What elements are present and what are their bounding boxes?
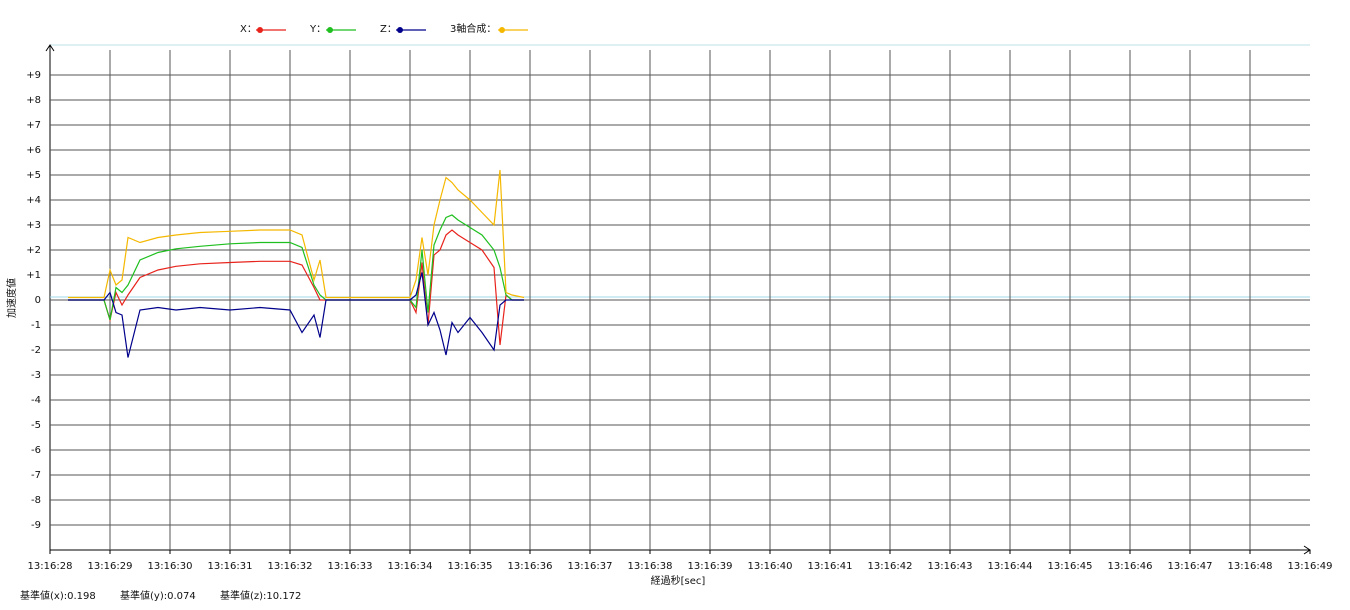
x-tick-label: 13:16:47 xyxy=(1168,561,1213,572)
y-tick-label: -2 xyxy=(31,345,41,356)
x-tick-label: 13:16:32 xyxy=(268,561,313,572)
x-tick-label: 13:16:35 xyxy=(448,561,493,572)
y-tick-label: +8 xyxy=(26,95,41,106)
x-tick-label: 13:16:34 xyxy=(388,561,433,572)
y-tick-label: +1 xyxy=(26,270,41,281)
footer-text: 基準値(z):10.172 xyxy=(220,589,301,602)
y-axis-label: 加速度値 xyxy=(5,278,18,318)
y-tick-label: +6 xyxy=(26,145,41,156)
y-tick-label: -8 xyxy=(31,495,41,506)
x-tick-label: 13:16:39 xyxy=(688,561,733,572)
y-tick-label: -5 xyxy=(31,420,41,431)
x-tick-label: 13:16:49 xyxy=(1288,561,1333,572)
y-tick-label: -4 xyxy=(31,395,41,406)
y-tick-label: -7 xyxy=(31,470,41,481)
legend-swatch-dot xyxy=(499,27,505,33)
y-tick-label: +3 xyxy=(26,220,41,231)
footer-text: 基準値(y):0.074 xyxy=(120,589,196,602)
series-line xyxy=(68,169,525,299)
x-tick-label: 13:16:36 xyxy=(508,561,553,572)
series-line xyxy=(68,272,524,358)
x-tick-label: 13:16:43 xyxy=(928,561,973,572)
legend-swatch-dot xyxy=(257,27,263,33)
legend-label: 3軸合成： xyxy=(450,22,496,35)
y-tick-label: -1 xyxy=(31,320,41,331)
legend-label: Z： xyxy=(380,24,397,35)
x-tick-label: 13:16:48 xyxy=(1228,561,1273,572)
legend-label: X： xyxy=(240,24,257,35)
legend-label: Y： xyxy=(309,24,326,35)
y-tick-label: -9 xyxy=(31,520,41,531)
x-tick-label: 13:16:29 xyxy=(88,561,133,572)
y-tick-label: 0 xyxy=(35,295,41,306)
x-tick-label: 13:16:38 xyxy=(628,561,673,572)
x-axis-label: 経過秒[sec] xyxy=(651,574,706,587)
y-tick-label: +9 xyxy=(26,70,41,81)
footer-text: 基準値(x):0.198 xyxy=(20,589,96,602)
legend-swatch-dot xyxy=(327,27,333,33)
y-tick-label: -3 xyxy=(31,370,41,381)
series-line xyxy=(68,214,524,321)
x-tick-label: 13:16:40 xyxy=(748,561,793,572)
y-tick-label: +2 xyxy=(26,245,41,256)
x-tick-label: 13:16:37 xyxy=(568,561,613,572)
y-tick-label: +4 xyxy=(26,195,41,206)
x-tick-label: 13:16:31 xyxy=(208,561,253,572)
x-tick-label: 13:16:28 xyxy=(28,561,73,572)
y-tick-label: +5 xyxy=(26,170,41,181)
y-tick-label: -6 xyxy=(31,445,41,456)
x-tick-label: 13:16:41 xyxy=(808,561,853,572)
x-tick-label: 13:16:45 xyxy=(1048,561,1093,572)
x-tick-label: 13:16:42 xyxy=(868,561,913,572)
x-tick-label: 13:16:33 xyxy=(328,561,373,572)
y-tick-label: +7 xyxy=(26,120,41,131)
x-tick-label: 13:16:44 xyxy=(988,561,1033,572)
legend-swatch-dot xyxy=(397,27,403,33)
x-tick-label: 13:16:46 xyxy=(1108,561,1153,572)
y-axis-arrow xyxy=(45,44,55,52)
x-tick-label: 13:16:30 xyxy=(148,561,193,572)
